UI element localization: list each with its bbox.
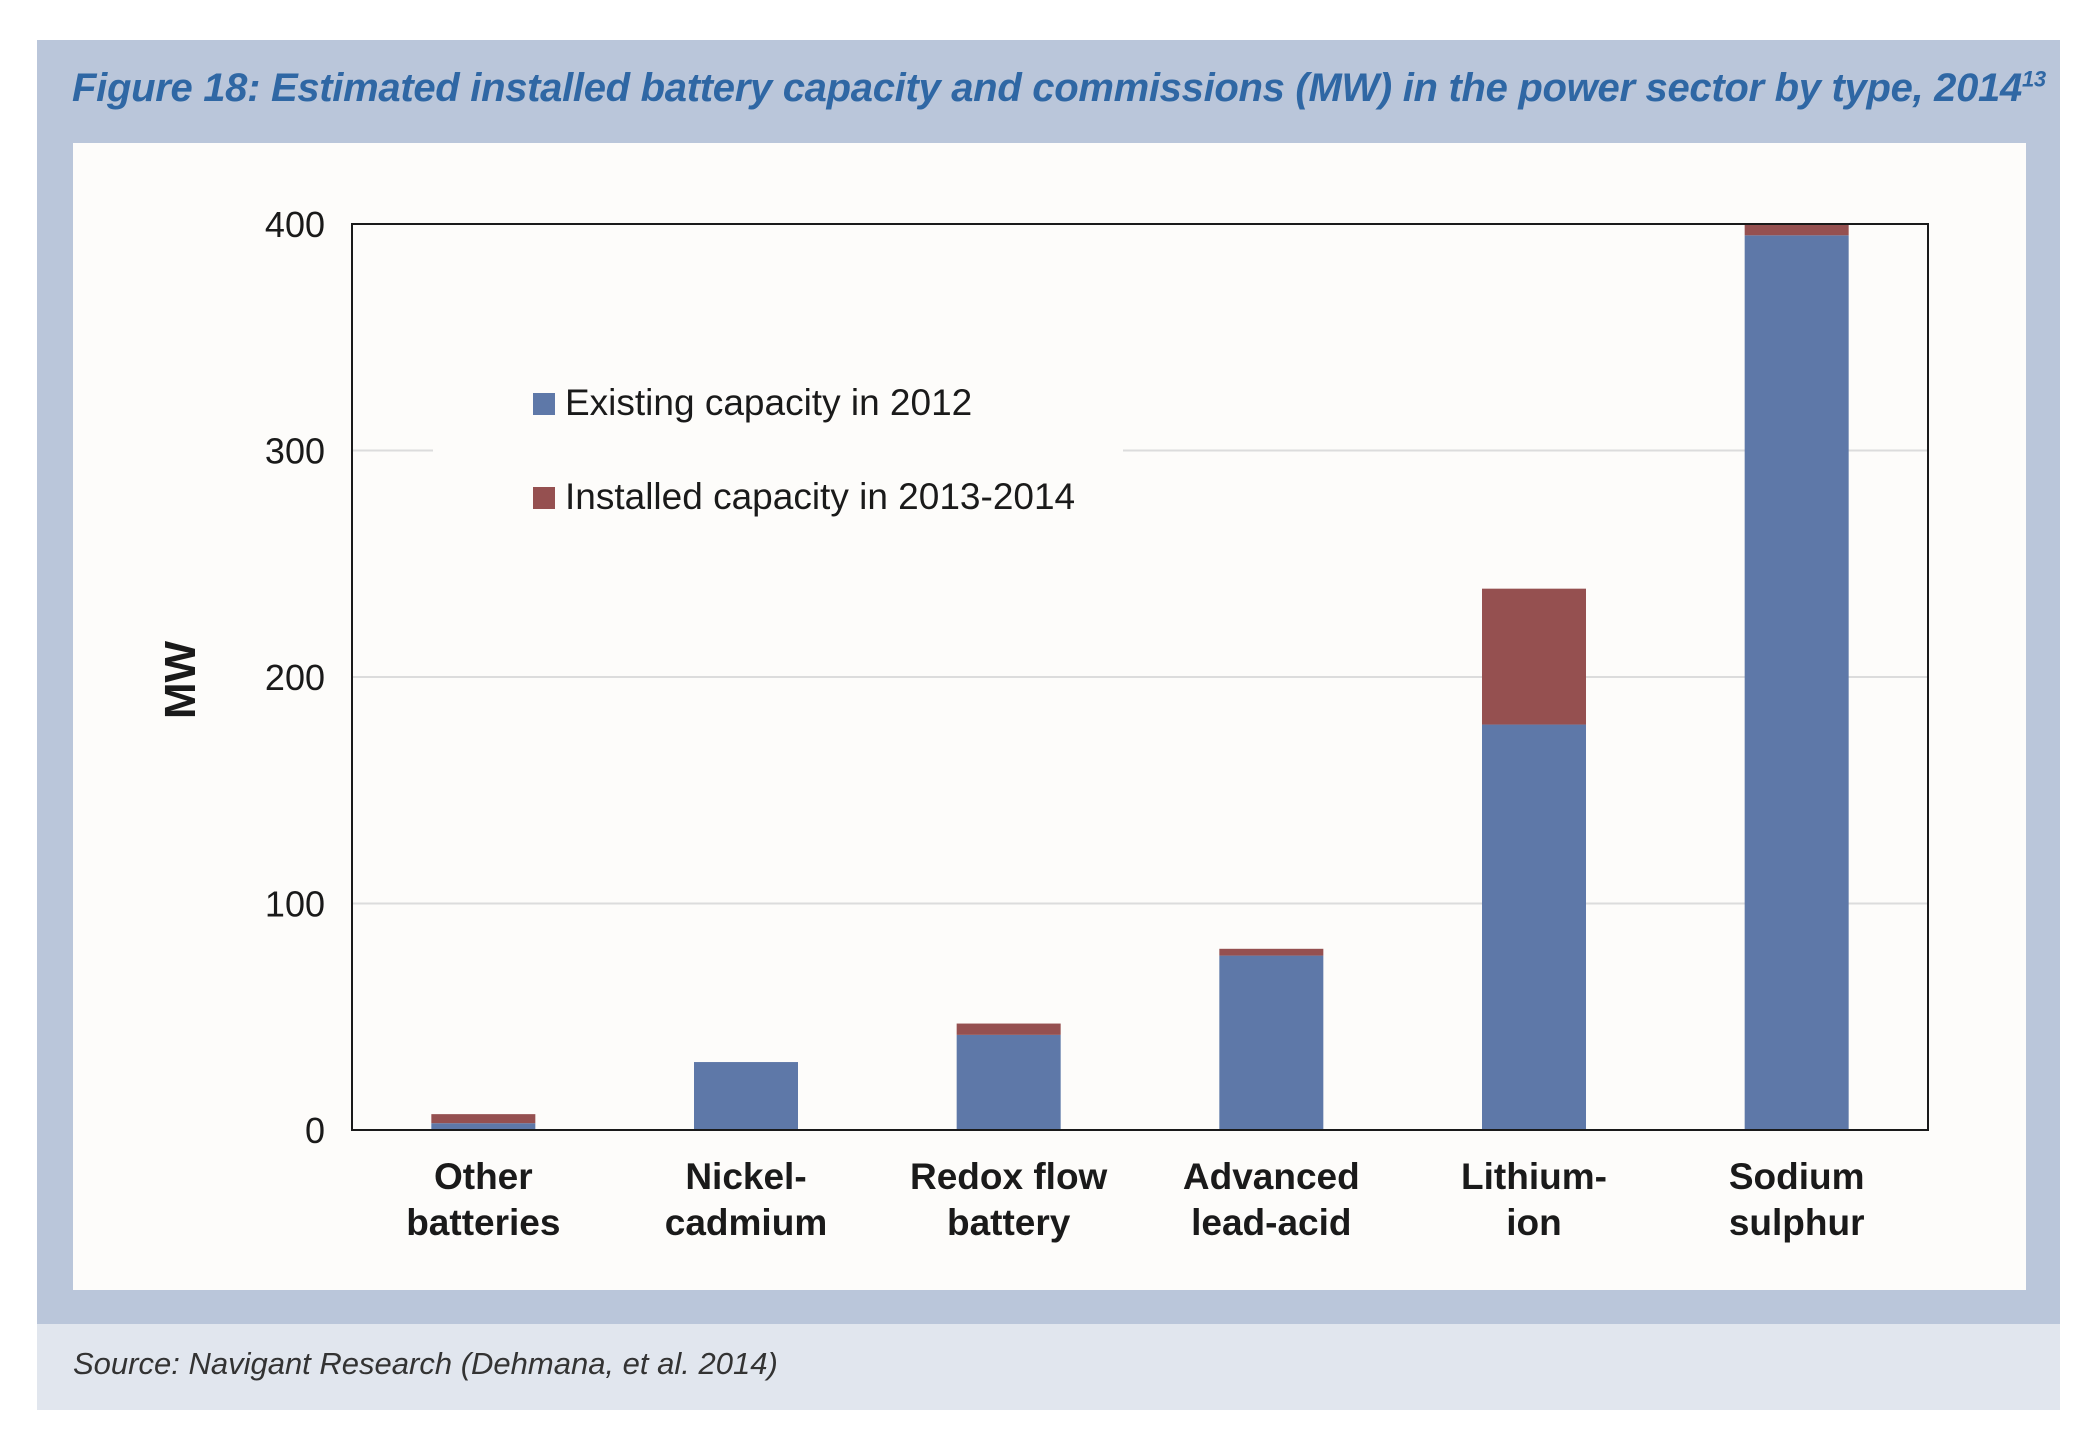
legend-label: Installed capacity in 2013-2014 — [565, 476, 1075, 517]
category-label: cadmium — [665, 1202, 827, 1243]
bar-installed — [431, 1114, 536, 1124]
category-label: Nickel- — [685, 1156, 806, 1197]
category-label: Advanced — [1183, 1156, 1360, 1197]
category-label: Sodium — [1729, 1156, 1865, 1197]
bar-chart: Other batteries Nickel-cadmium Redox flow ba… — [156, 204, 1929, 1243]
y-tick-label: 300 — [265, 431, 325, 472]
title-footnote-ref: 13 — [2021, 66, 2046, 92]
legend-swatch — [533, 487, 555, 509]
bar-installed — [1482, 588, 1586, 725]
bar-existing — [956, 1034, 1061, 1130]
source-bar: Source: Navigant Research (Dehmana, et a… — [37, 1324, 2060, 1410]
source-note: Source: Navigant Research (Dehmana, et a… — [73, 1346, 778, 1381]
bar-installed — [1219, 948, 1324, 956]
y-tick-label: 0 — [305, 1110, 325, 1151]
category-label: sulphur — [1729, 1202, 1865, 1243]
legend-label: Existing capacity in 2012 — [565, 382, 972, 423]
y-tick-label: 100 — [265, 884, 325, 925]
plot-border — [351, 223, 1929, 1131]
y-tick-label: 400 — [265, 204, 325, 245]
bar-existing — [431, 1123, 536, 1130]
bar-existing — [1744, 235, 1849, 1130]
legend-swatch — [533, 393, 555, 415]
category-label: lead-acid — [1191, 1202, 1351, 1243]
bar-installed — [956, 1023, 1061, 1035]
category-label: Redox flow — [910, 1156, 1108, 1197]
figure-title: Figure 18: Estimated installed battery c… — [72, 66, 2046, 111]
bar-existing — [694, 1062, 798, 1130]
bar-installed — [1744, 224, 1849, 236]
category-label: battery — [947, 1202, 1071, 1243]
category-label: Other — [434, 1156, 533, 1197]
figure-title-text: Figure 18: Estimated installed battery c… — [72, 66, 2022, 110]
bar-existing — [1219, 955, 1324, 1130]
bar-existing — [1482, 724, 1586, 1130]
category-label: batteries — [406, 1202, 560, 1243]
category-label: ion — [1506, 1202, 1561, 1243]
y-tick-label: 200 — [265, 657, 325, 698]
plot-panel: Other batteries Nickel-cadmium Redox flow ba… — [73, 143, 2026, 1290]
y-axis-title: MW — [156, 640, 205, 719]
category-label: Lithium- — [1461, 1156, 1607, 1197]
